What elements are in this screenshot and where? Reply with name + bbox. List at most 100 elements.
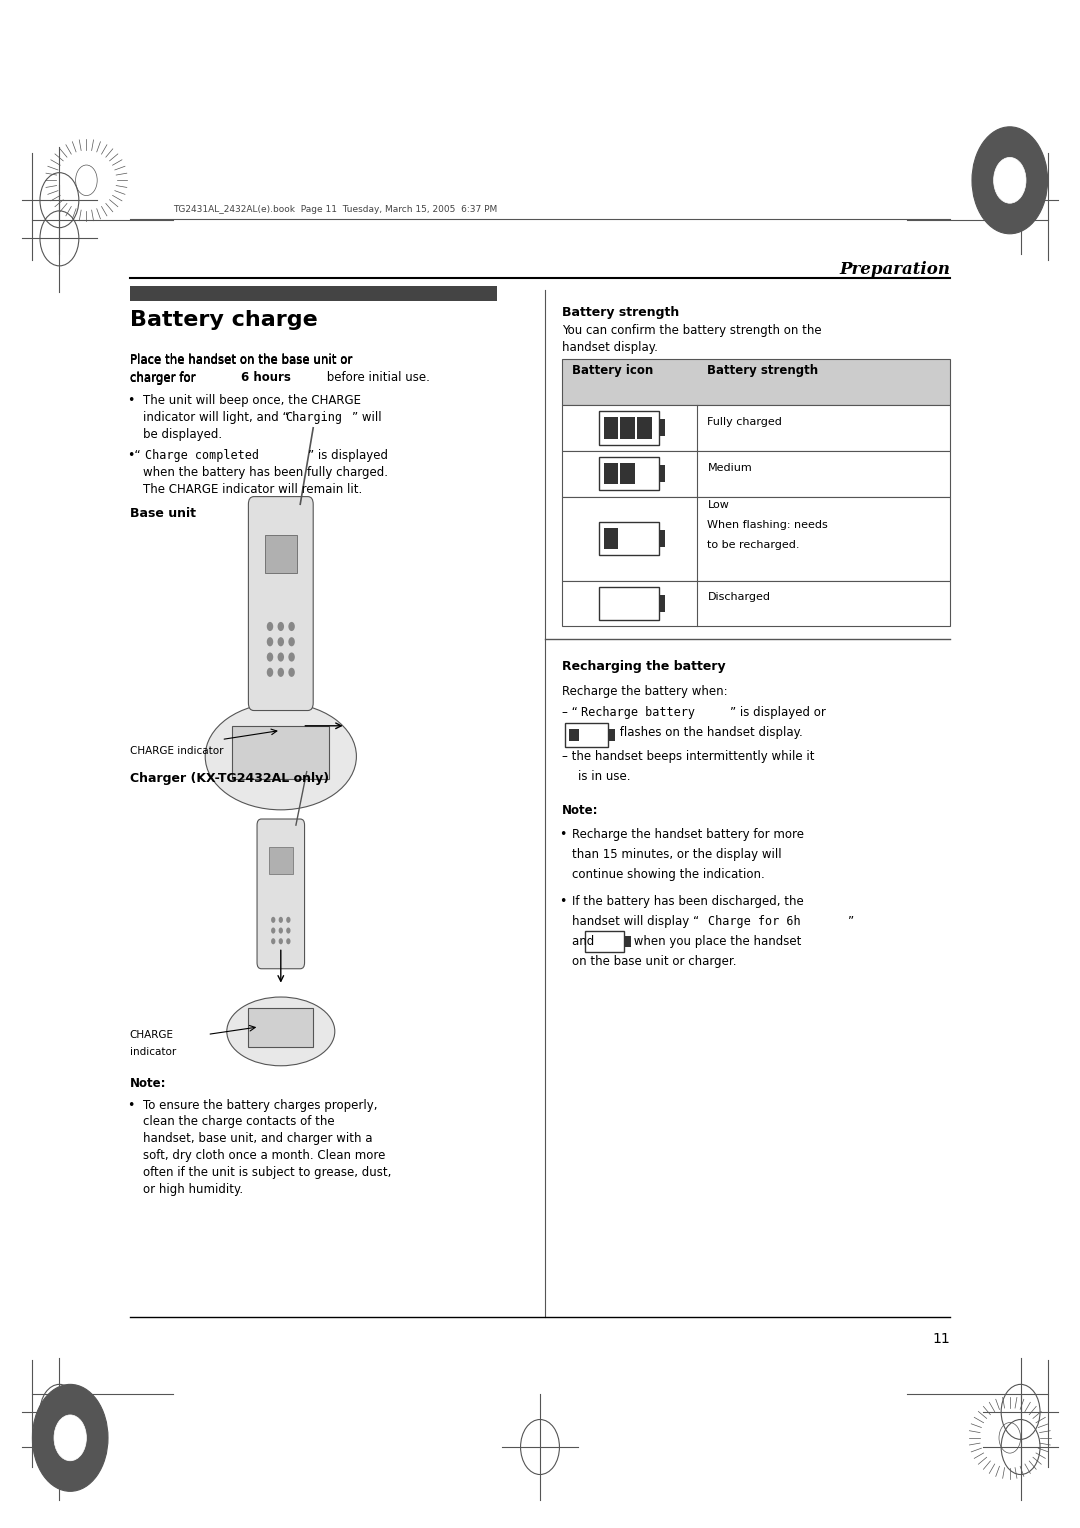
Text: and: and xyxy=(572,935,598,949)
Bar xyxy=(608,729,615,741)
Bar xyxy=(599,587,659,620)
Text: or high humidity.: or high humidity. xyxy=(143,1183,243,1196)
Circle shape xyxy=(271,938,275,944)
Text: Discharged: Discharged xyxy=(707,593,770,602)
Circle shape xyxy=(286,938,291,944)
Text: handset, base unit, and charger with a: handset, base unit, and charger with a xyxy=(143,1132,372,1146)
Text: be displayed.: be displayed. xyxy=(143,428,221,442)
Text: to be recharged.: to be recharged. xyxy=(707,539,800,550)
Circle shape xyxy=(278,652,284,662)
Text: Charge for 6h: Charge for 6h xyxy=(708,915,801,929)
Text: Place the handset on the base unit or: Place the handset on the base unit or xyxy=(130,353,352,367)
Text: 11: 11 xyxy=(933,1332,950,1346)
Text: Battery icon: Battery icon xyxy=(572,364,653,377)
Text: Note:: Note: xyxy=(562,804,598,817)
Circle shape xyxy=(286,927,291,934)
Text: TG2431AL_2432AL(e).book  Page 11  Tuesday, March 15, 2005  6:37 PM: TG2431AL_2432AL(e).book Page 11 Tuesday,… xyxy=(173,205,497,214)
Text: Charger (KX-TG2432AL only): Charger (KX-TG2432AL only) xyxy=(130,772,328,785)
Bar xyxy=(659,465,665,483)
Circle shape xyxy=(279,917,283,923)
Text: Recharge battery: Recharge battery xyxy=(581,706,696,720)
Bar xyxy=(562,581,950,626)
Text: •: • xyxy=(127,394,135,408)
Text: When flashing: needs: When flashing: needs xyxy=(707,520,828,530)
Text: The CHARGE indicator will remain lit.: The CHARGE indicator will remain lit. xyxy=(143,483,362,497)
Circle shape xyxy=(278,637,284,646)
Bar xyxy=(565,723,608,747)
Bar xyxy=(599,457,659,490)
Text: Recharging the battery: Recharging the battery xyxy=(562,660,726,674)
Circle shape xyxy=(994,157,1026,203)
Bar xyxy=(248,1008,313,1047)
Text: Medium: Medium xyxy=(707,463,752,472)
Circle shape xyxy=(288,637,295,646)
Text: CHARGE indicator: CHARGE indicator xyxy=(130,746,224,756)
Text: continue showing the indication.: continue showing the indication. xyxy=(572,868,765,882)
Text: 6 hours: 6 hours xyxy=(241,371,291,385)
Bar xyxy=(265,535,297,573)
Bar xyxy=(130,286,497,301)
Ellipse shape xyxy=(227,996,335,1067)
Text: ”: ” xyxy=(848,915,854,929)
Bar xyxy=(604,417,618,439)
Text: – “: – “ xyxy=(562,706,578,720)
Circle shape xyxy=(279,927,283,934)
Text: •“: •“ xyxy=(127,449,141,463)
Circle shape xyxy=(288,652,295,662)
Bar xyxy=(604,529,618,550)
Text: Low: Low xyxy=(707,500,729,510)
Circle shape xyxy=(76,165,97,196)
Circle shape xyxy=(267,622,273,631)
Text: ” is displayed or: ” is displayed or xyxy=(730,706,826,720)
Bar xyxy=(562,405,950,451)
Text: Place the handset on the base unit or
charger for: Place the handset on the base unit or ch… xyxy=(130,354,352,385)
Text: Charge completed: Charge completed xyxy=(145,449,259,463)
Circle shape xyxy=(286,917,291,923)
Text: The unit will beep once, the CHARGE: The unit will beep once, the CHARGE xyxy=(143,394,361,408)
Text: before initial use.: before initial use. xyxy=(323,371,430,385)
Bar xyxy=(562,497,950,581)
Circle shape xyxy=(288,668,295,677)
Bar xyxy=(599,411,659,445)
Bar xyxy=(599,523,659,556)
Text: charger for: charger for xyxy=(130,371,199,385)
Bar xyxy=(562,451,950,497)
Text: •: • xyxy=(127,1099,135,1112)
Text: Recharge the handset battery for more: Recharge the handset battery for more xyxy=(572,828,805,842)
Text: than 15 minutes, or the display will: than 15 minutes, or the display will xyxy=(572,848,782,862)
Text: •: • xyxy=(559,895,567,909)
Circle shape xyxy=(278,622,284,631)
Text: Preparation: Preparation xyxy=(839,261,950,278)
Circle shape xyxy=(999,1423,1021,1453)
Text: is in use.: is in use. xyxy=(578,770,631,784)
Text: Recharge the battery when:: Recharge the battery when: xyxy=(562,685,727,698)
Bar xyxy=(659,420,665,437)
Text: clean the charge contacts of the: clean the charge contacts of the xyxy=(143,1115,334,1129)
Text: Battery strength: Battery strength xyxy=(562,306,679,319)
Text: flashes on the handset display.: flashes on the handset display. xyxy=(616,726,802,740)
Text: CHARGE: CHARGE xyxy=(130,1030,174,1041)
Text: ” is displayed: ” is displayed xyxy=(308,449,388,463)
Text: Battery strength: Battery strength xyxy=(707,364,819,377)
Text: – the handset beeps intermittently while it: – the handset beeps intermittently while… xyxy=(562,750,814,764)
Bar xyxy=(569,729,579,741)
Bar xyxy=(585,931,624,952)
Circle shape xyxy=(288,622,295,631)
Text: indicator: indicator xyxy=(130,1047,176,1057)
Text: To ensure the battery charges properly,: To ensure the battery charges properly, xyxy=(143,1099,377,1112)
Text: •: • xyxy=(559,828,567,842)
Bar xyxy=(620,463,635,484)
Text: handset will display “: handset will display “ xyxy=(572,915,700,929)
Text: Battery charge: Battery charge xyxy=(130,310,318,330)
Circle shape xyxy=(278,668,284,677)
Text: Fully charged: Fully charged xyxy=(707,417,782,426)
Circle shape xyxy=(267,652,273,662)
FancyBboxPatch shape xyxy=(248,497,313,711)
Circle shape xyxy=(54,1415,86,1461)
Bar xyxy=(659,530,665,547)
Text: when you place the handset: when you place the handset xyxy=(630,935,801,949)
Circle shape xyxy=(279,938,283,944)
Text: handset display.: handset display. xyxy=(562,341,658,354)
Text: indicator will light, and “: indicator will light, and “ xyxy=(143,411,288,425)
Text: ” will: ” will xyxy=(352,411,381,425)
